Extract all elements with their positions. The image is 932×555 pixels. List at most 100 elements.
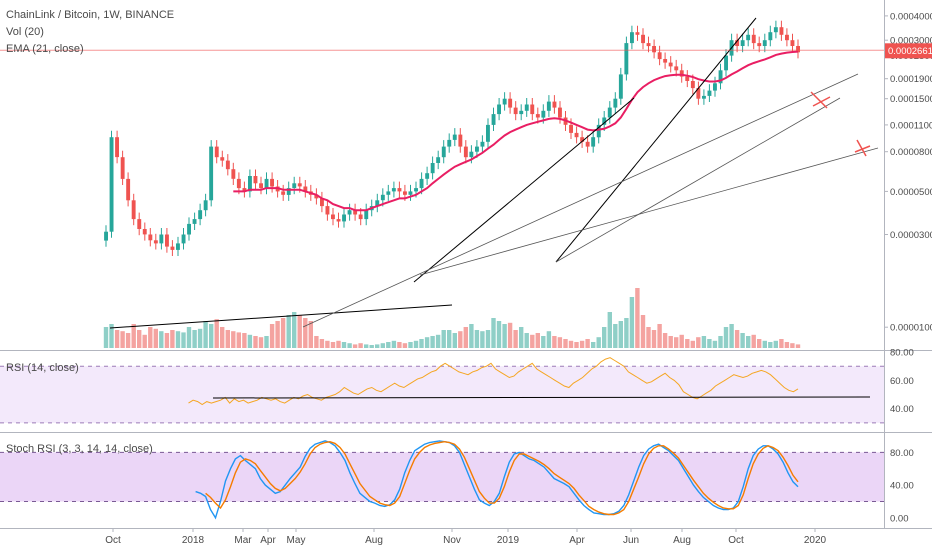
candle-body[interactable] — [685, 76, 690, 81]
candle-body[interactable] — [624, 43, 629, 75]
candle-body[interactable] — [607, 107, 612, 118]
candle-body[interactable] — [391, 188, 396, 192]
candle-body[interactable] — [187, 223, 191, 235]
candle-body[interactable] — [497, 104, 501, 115]
candle-body[interactable] — [657, 52, 662, 60]
candle-body[interactable] — [225, 160, 230, 170]
candle-body[interactable] — [724, 55, 728, 71]
candle-body[interactable] — [148, 234, 153, 241]
rsi-axis[interactable]: 80.00 60.00 40.00 — [890, 348, 914, 416]
candle-body[interactable] — [120, 157, 125, 179]
candle-body[interactable] — [358, 214, 363, 220]
candlesticks[interactable] — [104, 20, 800, 256]
candle-body[interactable] — [242, 188, 247, 192]
stoch-legend[interactable]: Stoch RSI (3, 3, 14, 14, close) — [6, 443, 153, 455]
trendline-lower-support[interactable] — [419, 147, 879, 276]
candle-body[interactable] — [458, 134, 463, 147]
candle-body[interactable] — [236, 178, 241, 189]
candle-body[interactable] — [546, 101, 551, 111]
candle-body[interactable] — [558, 107, 562, 118]
candle-body[interactable] — [137, 219, 142, 229]
candle-body[interactable] — [596, 124, 601, 138]
trendline-upper-channel[interactable] — [555, 17, 757, 263]
candle-body[interactable] — [702, 95, 706, 99]
candle-body[interactable] — [380, 194, 385, 201]
candle-body[interactable] — [668, 62, 673, 67]
candle-body[interactable] — [635, 32, 640, 35]
candle-body[interactable] — [486, 124, 490, 142]
candle-body[interactable] — [463, 146, 468, 158]
trendline-upper-left[interactable] — [413, 97, 635, 283]
cross-mark-1[interactable] — [810, 91, 831, 109]
candle-body[interactable] — [297, 183, 302, 187]
trendline-long-support[interactable] — [302, 73, 859, 328]
candle-body[interactable] — [751, 34, 756, 44]
candle-body[interactable] — [336, 219, 341, 222]
candle-body[interactable] — [342, 214, 346, 222]
candle-body[interactable] — [165, 234, 169, 247]
candle-body[interactable] — [585, 141, 590, 147]
candle-body[interactable] — [325, 206, 330, 215]
candle-body[interactable] — [740, 40, 745, 46]
candle-body[interactable] — [519, 110, 524, 115]
candle-body[interactable] — [580, 137, 585, 142]
drawings[interactable] — [109, 17, 879, 399]
rsi-line[interactable] — [188, 357, 799, 406]
candle-body[interactable] — [447, 139, 452, 147]
candle-body[interactable] — [264, 178, 269, 189]
candle-body[interactable] — [430, 163, 435, 174]
candle-body[interactable] — [574, 132, 579, 138]
candle-body[interactable] — [248, 176, 252, 192]
candle-body[interactable] — [679, 70, 684, 77]
candle-body[interactable] — [281, 191, 286, 195]
candle-body[interactable] — [746, 34, 751, 41]
candle-body[interactable] — [452, 134, 457, 140]
candle-body[interactable] — [192, 219, 197, 224]
candle-body[interactable] — [320, 198, 324, 207]
candle-body[interactable] — [364, 210, 369, 220]
candle-body[interactable] — [569, 124, 573, 133]
candle-body[interactable] — [198, 210, 203, 220]
candle-body[interactable] — [530, 104, 535, 115]
candle-body[interactable] — [181, 234, 186, 244]
candle-body[interactable] — [707, 90, 712, 96]
candle-body[interactable] — [436, 157, 441, 163]
candle-body[interactable] — [713, 83, 717, 91]
candle-body[interactable] — [231, 169, 236, 179]
candle-body[interactable] — [790, 40, 795, 46]
candle-body[interactable] — [303, 186, 308, 192]
candle-body[interactable] — [696, 88, 701, 99]
candle-body[interactable] — [779, 27, 784, 35]
candle-body[interactable] — [292, 183, 297, 188]
candle-body[interactable] — [115, 137, 119, 158]
cross-mark-2[interactable] — [854, 139, 871, 157]
candle-body[interactable] — [403, 191, 407, 195]
candle-body[interactable] — [735, 40, 740, 46]
candle-body[interactable] — [652, 46, 656, 53]
candle-body[interactable] — [491, 114, 496, 125]
candle-body[interactable] — [441, 146, 446, 158]
candle-body[interactable] — [131, 200, 136, 220]
candle-body[interactable] — [618, 74, 623, 99]
candle-body[interactable] — [153, 240, 158, 244]
candle-body[interactable] — [502, 98, 507, 105]
candle-body[interactable] — [170, 246, 175, 250]
stoch-k-line[interactable] — [195, 440, 799, 520]
candle-body[interactable] — [469, 151, 474, 158]
candle-body[interactable] — [104, 231, 108, 241]
candle-body[interactable] — [176, 243, 180, 250]
candle-body[interactable] — [773, 27, 778, 33]
symbol-title[interactable]: ChainLink / Bitcoin, 1W, BINANCE — [6, 9, 174, 21]
candle-body[interactable] — [126, 178, 131, 201]
candle-body[interactable] — [109, 137, 114, 232]
candle-body[interactable] — [508, 98, 513, 108]
candle-body[interactable] — [253, 176, 258, 184]
candle-body[interactable] — [674, 66, 679, 71]
candle-body[interactable] — [375, 200, 380, 207]
candle-body[interactable] — [646, 43, 651, 47]
candle-body[interactable] — [796, 46, 800, 53]
candle-body[interactable] — [513, 107, 518, 115]
candle-body[interactable] — [353, 210, 358, 215]
